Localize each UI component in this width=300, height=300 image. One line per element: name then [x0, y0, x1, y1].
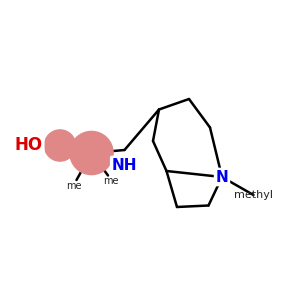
Text: N: N [216, 169, 228, 184]
Text: me: me [103, 176, 119, 187]
Circle shape [70, 131, 113, 175]
Text: me: me [66, 181, 81, 191]
Text: HO: HO [14, 136, 43, 154]
Text: methyl: methyl [234, 190, 273, 200]
Text: NH: NH [112, 158, 137, 172]
Circle shape [44, 130, 76, 161]
